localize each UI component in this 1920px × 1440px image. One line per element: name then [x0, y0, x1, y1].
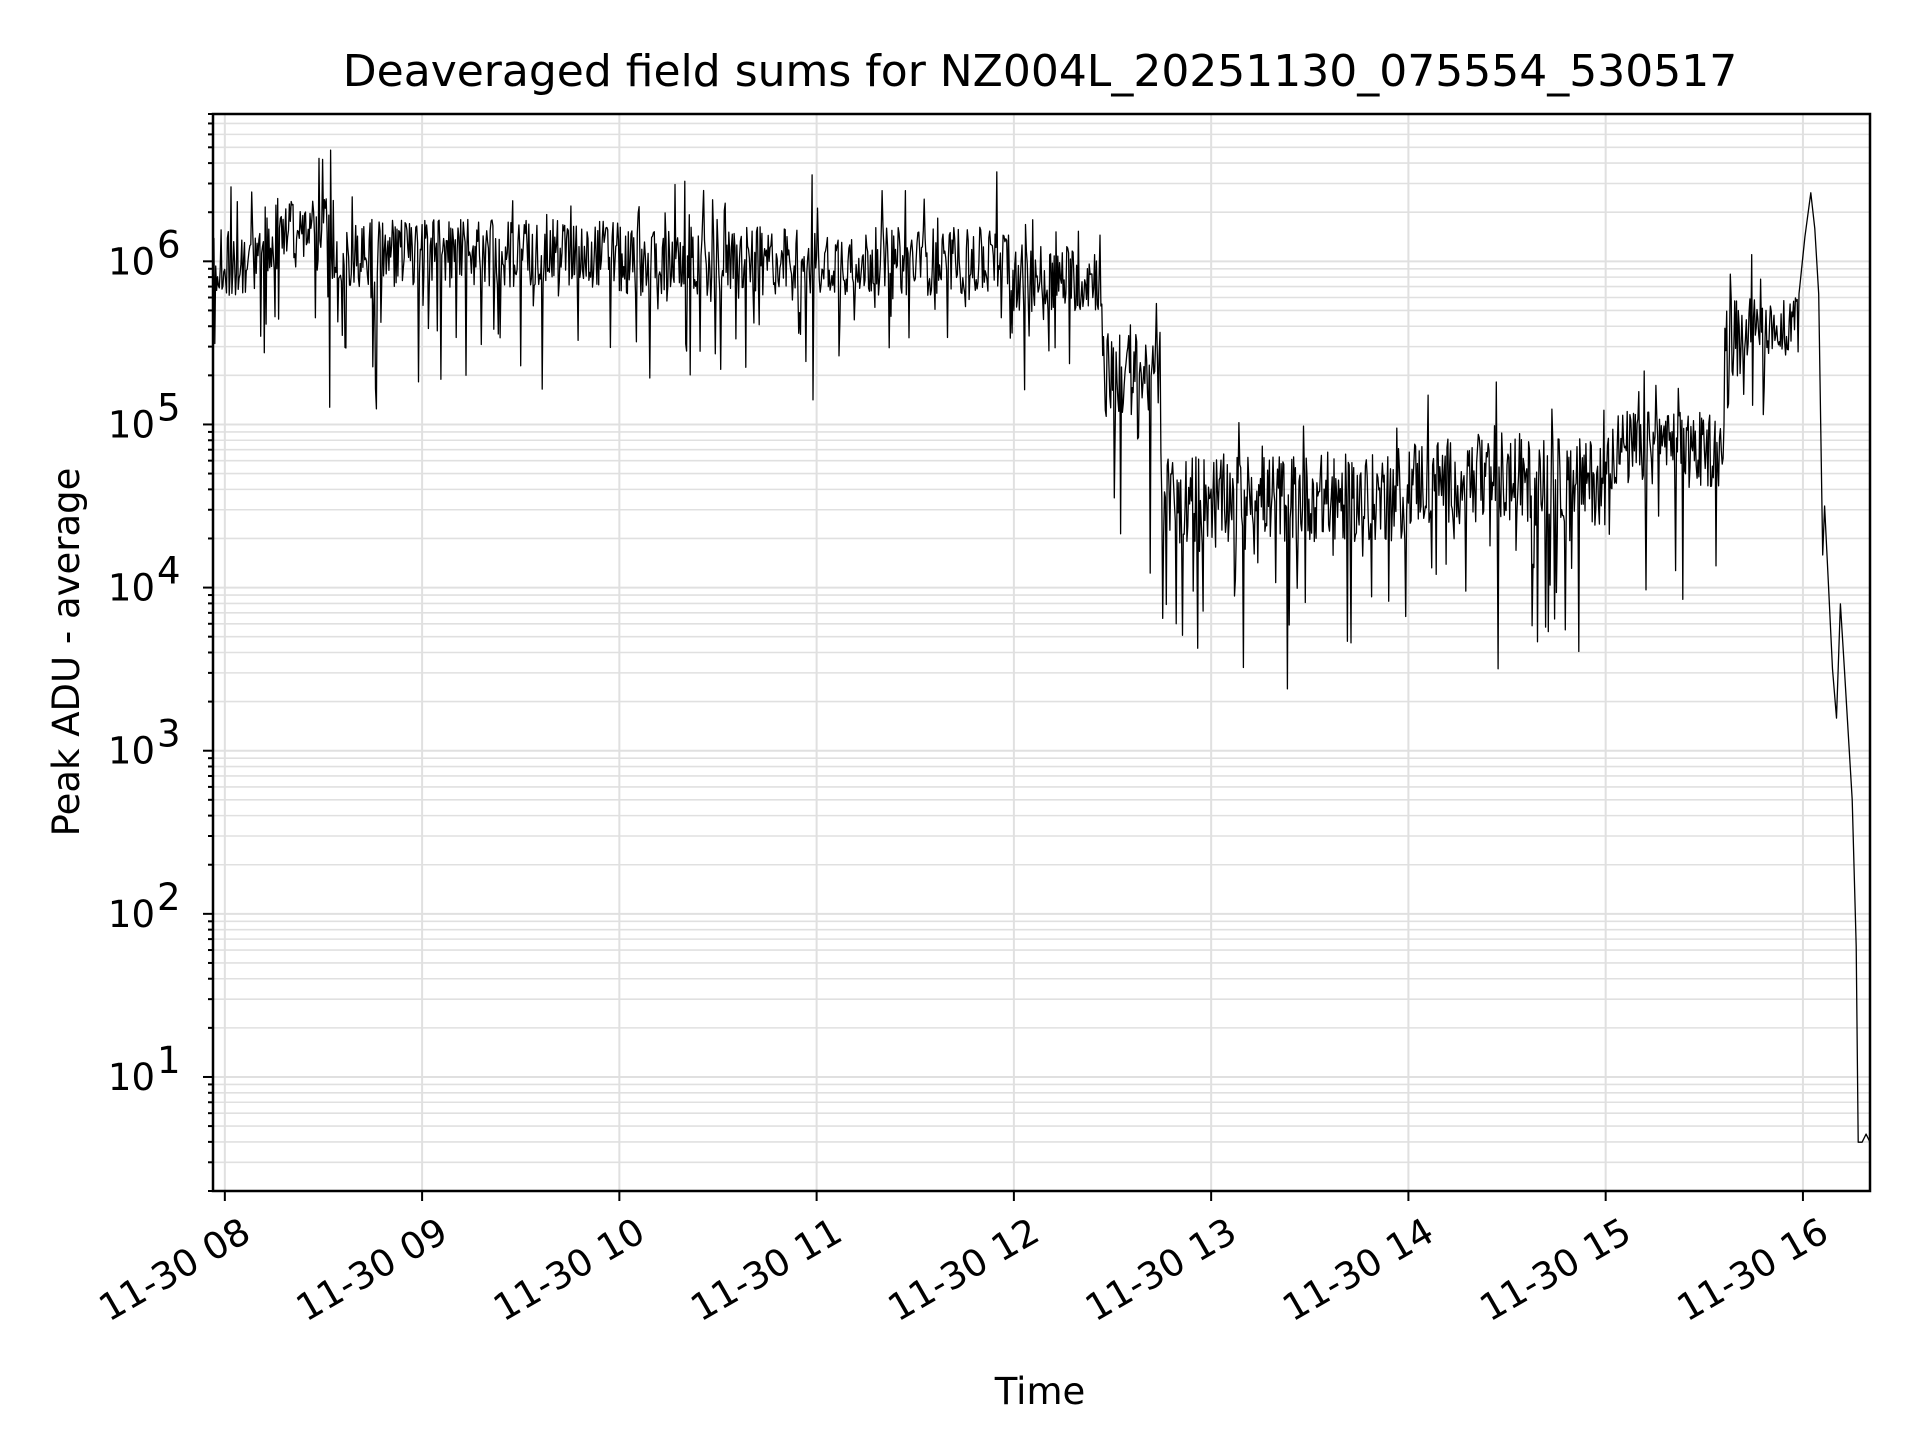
y-tick-exponent: 6: [157, 223, 181, 266]
chart-title: Deaveraged field sums for NZ004L_2025113…: [343, 46, 1737, 97]
series-line-field-sums: [212, 149, 1871, 1143]
x-axis-label: Time: [994, 1370, 1086, 1413]
data-layer: [212, 149, 1871, 1143]
y-tick-label: 10: [108, 240, 155, 283]
y-tick-label: 10: [108, 1056, 155, 1099]
y-tick-label: 10: [108, 893, 155, 936]
y-tick-label: 10: [108, 403, 155, 446]
y-tick-exponent: 2: [157, 876, 181, 919]
y-tick-exponent: 5: [157, 386, 181, 429]
y-tick-exponent: 4: [157, 550, 181, 593]
y-tick-label: 10: [108, 730, 155, 773]
y-tick-exponent: 3: [157, 713, 181, 756]
y-tick-label: 10: [108, 567, 155, 610]
y-axis-label: Peak ADU - average: [45, 468, 88, 837]
y-tick-exponent: 1: [157, 1039, 181, 1082]
